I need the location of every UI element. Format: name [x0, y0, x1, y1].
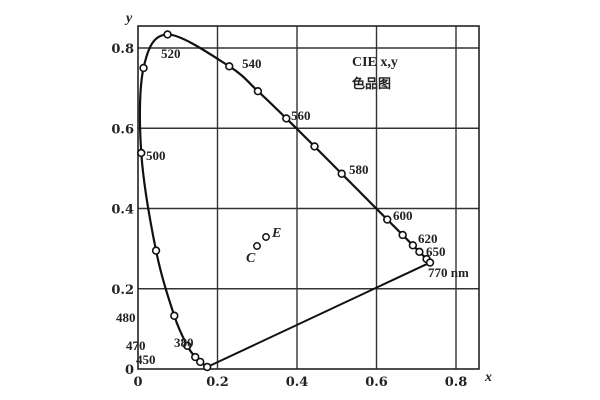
wavelength-marker-570 [310, 142, 319, 151]
x-tick-label: 0.4 [286, 375, 309, 390]
wavelength-marker-580 [337, 169, 346, 178]
wavelength-label-500: 500 [146, 148, 166, 163]
wavelength-label-600: 600 [393, 208, 413, 223]
point-e-marker [262, 233, 270, 241]
wavelength-label-540: 540 [242, 56, 262, 71]
wavelength-label-620: 620 [418, 231, 438, 246]
y-tick-label: 0 [125, 363, 134, 378]
wavelength-markers [137, 30, 435, 372]
wavelength-marker-770 [425, 258, 435, 267]
wavelength-marker-510 [139, 63, 148, 73]
wavelength-marker-480 [170, 311, 179, 320]
wavelength-label-520: 520 [161, 46, 181, 61]
y-tick-label: 0.2 [111, 283, 134, 298]
wavelength-label-470: 470 [126, 338, 146, 353]
wavelength-marker-500 [137, 148, 146, 158]
point-c-marker [253, 242, 261, 250]
tick-labels: 0 0.2 0.4 0.6 0.8 0 0.2 0.4 0.6 0.8 [111, 42, 467, 390]
wavelength-marker-380 [203, 362, 212, 372]
wavelength-marker-600 [383, 215, 392, 224]
wavelength-marker-550 [253, 87, 263, 96]
wavelength-label-650: 650 [426, 244, 446, 259]
wavelength-marker-620 [408, 241, 418, 250]
wavelength-marker-630 [415, 247, 424, 257]
plot-border [137, 25, 480, 370]
y-tick-label: 0.4 [111, 203, 134, 218]
wavelength-marker-560 [282, 114, 291, 123]
white-point-annotations: CE [246, 226, 281, 266]
wavelength-marker-450 [196, 357, 205, 367]
chart-title: CIE x,y [352, 55, 398, 70]
wavelength-label-770: 770 nm [428, 265, 469, 280]
y-tick-label: 0.6 [111, 122, 134, 137]
grid-lines [138, 26, 479, 369]
wavelength-marker-520 [163, 30, 172, 39]
wavelength-marker-490 [151, 246, 161, 255]
plot-frame [137, 25, 480, 370]
x-tick-label: 0.6 [365, 375, 388, 390]
y-axis-label: y [124, 11, 133, 26]
purple-line-segment [206, 261, 431, 368]
chart-subtitle: 色品图 [352, 76, 391, 92]
wavelength-label-580: 580 [349, 162, 369, 177]
point-c-label: C [246, 251, 256, 266]
wavelength-marker-470 [183, 341, 192, 351]
wavelength-label-560: 560 [291, 108, 311, 123]
y-tick-label: 0.8 [111, 42, 134, 57]
wavelength-label-380: 380 [174, 335, 194, 350]
point-e-label: E [271, 226, 281, 241]
wavelength-label-450: 450 [136, 352, 156, 367]
x-tick-label: 0.8 [445, 375, 468, 390]
x-axis-label: x [484, 370, 492, 385]
purple-line [206, 261, 431, 368]
wavelength-label-480: 480 [116, 310, 136, 325]
x-tick-label: 0 [133, 375, 142, 390]
wavelength-marker-540 [225, 62, 234, 71]
wavelength-marker-610 [398, 230, 407, 240]
x-tick-label: 0.2 [206, 375, 229, 390]
wavelength-marker-460 [191, 352, 200, 362]
